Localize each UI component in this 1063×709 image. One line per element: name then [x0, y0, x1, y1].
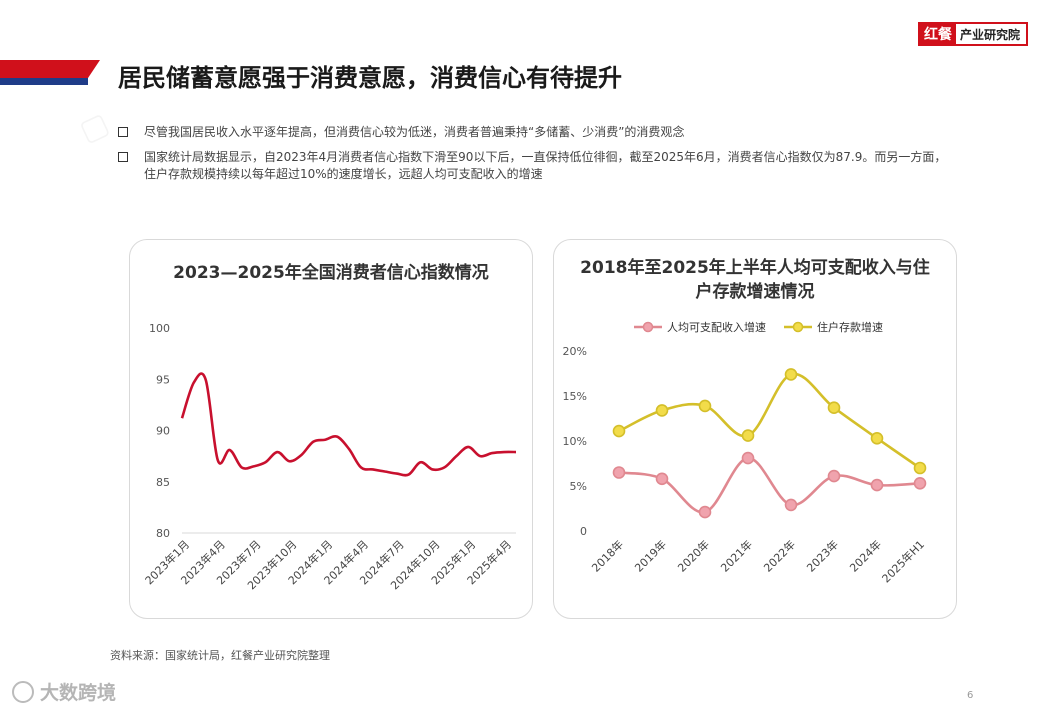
y-tick-label: 5% — [570, 480, 587, 493]
page-number: 6 — [967, 690, 974, 701]
income-deposit-chart-card: 2018年至2025年上半年人均可支配收入与住户存款增速情况 0 5% 10% 15%… — [553, 239, 957, 619]
header-blue-band — [0, 78, 88, 85]
data-point — [655, 472, 669, 486]
x-tick-label: 2022年 — [761, 537, 798, 574]
x-tick-label: 2019年 — [632, 537, 669, 574]
legend-label: 人均可支配收入增速 — [667, 320, 766, 334]
watermark-logo-icon — [12, 680, 34, 703]
header-red-band — [0, 60, 100, 78]
data-point — [870, 478, 884, 492]
watermark-text: 大数跨境 — [40, 682, 117, 704]
y-tick-label: 10% — [563, 435, 587, 448]
y-tick-label: 0 — [580, 525, 587, 538]
data-point — [612, 466, 626, 479]
y-tick-label: 80 — [156, 527, 170, 540]
bullet-item: 尽管我国居民收入水平逐年提高，但消费信心较为低迷，消费者普遍秉持“多储蓄、少消费… — [118, 124, 958, 141]
chart-title: 2018年至2025年上半年人均可支配收入与住户存款增速情况 — [580, 258, 930, 302]
y-tick-label: 90 — [156, 425, 170, 438]
logo-mark: 红餐 — [920, 24, 956, 44]
data-point — [698, 505, 712, 519]
x-tick-label: 2023年 — [804, 537, 841, 574]
background-watermark: ▢ — [74, 106, 114, 150]
chart-title: 2023—2025年全国消费者信心指数情况 — [173, 263, 489, 283]
data-point — [827, 401, 841, 414]
bullet-item: 国家统计局数据显示，自2023年4月消费者信心指数下滑至90以下后，一直保持低位… — [118, 149, 958, 183]
bullet-text: 尽管我国居民收入水平逐年提高，但消费信心较为低迷，消费者普遍秉持“多储蓄、少消费… — [144, 125, 685, 139]
y-tick-label: 95 — [156, 373, 170, 386]
data-point — [784, 498, 798, 512]
corner-watermark: 大数跨境 — [12, 678, 116, 705]
data-point — [698, 399, 712, 413]
checkbox-square-icon — [118, 152, 128, 162]
data-point — [741, 429, 755, 442]
data-point — [870, 432, 884, 445]
legend-swatch-marker — [642, 321, 654, 333]
data-point — [612, 424, 626, 438]
checkbox-square-icon — [118, 127, 128, 137]
y-tick-label: 85 — [156, 476, 170, 489]
data-point — [741, 451, 755, 465]
x-tick-label: 2024年 — [847, 537, 884, 574]
y-tick-label: 15% — [563, 390, 587, 403]
legend-label: 住户存款增速 — [817, 320, 883, 334]
data-point — [913, 477, 927, 490]
x-tick-label: 2020年 — [675, 537, 712, 574]
consumer-confidence-chart: 808590951002023年1月2023年4月2023年7月2023年10月… — [142, 322, 517, 592]
data-point — [784, 368, 798, 381]
bullet-list: 尽管我国居民收入水平逐年提高，但消费信心较为低迷，消费者普遍秉持“多储蓄、少消费… — [118, 124, 958, 191]
data-point — [827, 469, 841, 483]
consumer-confidence-chart-card: 2023—2025年全国消费者信心指数情况 80 85 90 95 100 2023年1月… — [129, 239, 533, 619]
brand-logo: 红餐 产业研究院 — [918, 22, 1028, 46]
y-tick-label: 20% — [563, 345, 587, 358]
y-tick-label: 100 — [149, 322, 170, 335]
data-point — [913, 461, 927, 475]
confidence-line — [180, 372, 517, 477]
x-tick-label: 2025年H1 — [879, 537, 927, 585]
x-tick-label: 2021年 — [718, 537, 755, 574]
source-note: 资料来源：国家统计局，红餐产业研究院整理 — [110, 649, 330, 662]
logo-text: 产业研究院 — [960, 27, 1021, 42]
bullet-text: 国家统计局数据显示，自2023年4月消费者信心指数下滑至90以下后，一直保持低位… — [144, 150, 947, 181]
data-point — [655, 404, 669, 417]
legend-swatch-marker — [792, 321, 804, 333]
series-line — [618, 372, 921, 470]
x-tick-label: 2018年 — [589, 537, 626, 574]
page-title: 居民储蓄意愿强于消费意愿，消费信心有待提升 — [118, 64, 622, 92]
